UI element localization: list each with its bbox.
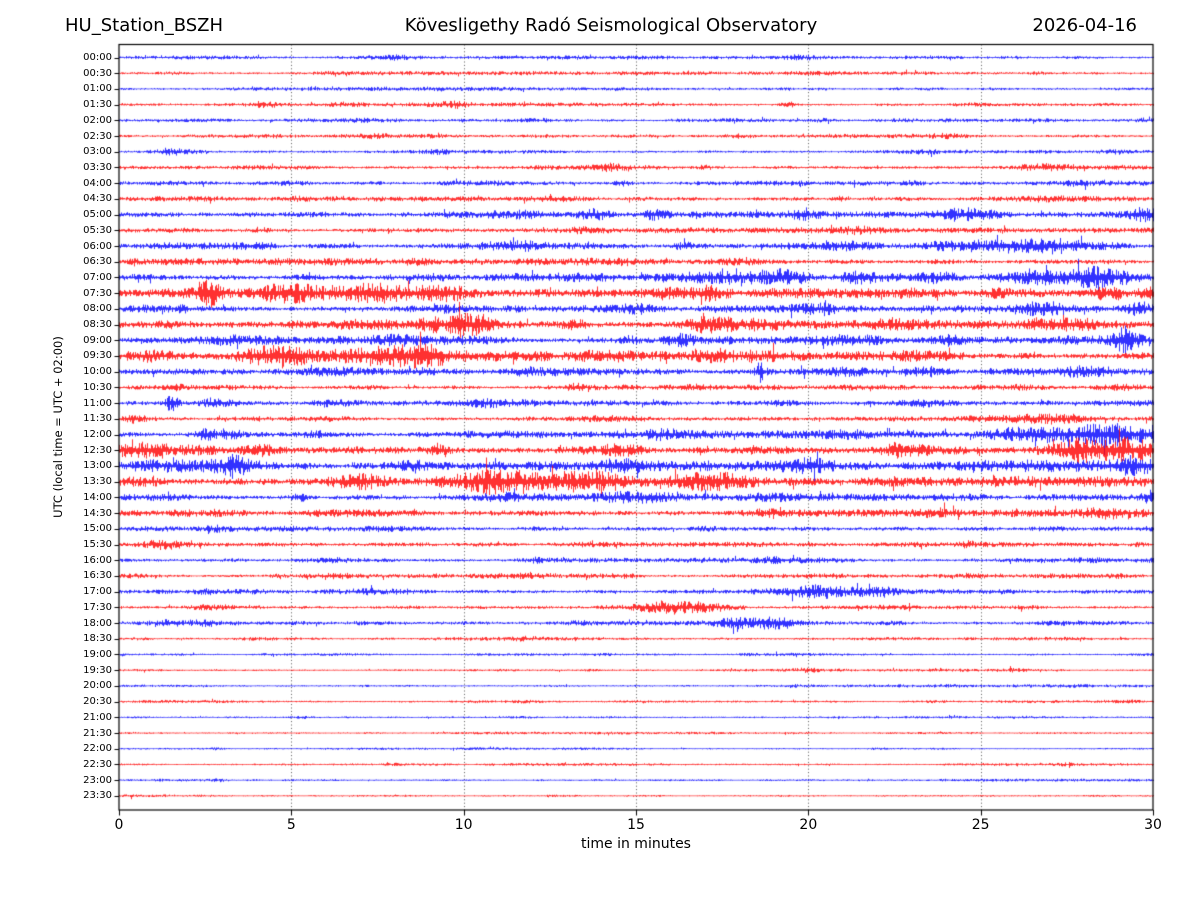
y-tick-label: 02:00 <box>83 114 112 126</box>
y-tick-label: 04:30 <box>83 193 112 205</box>
y-tick-label: 23:30 <box>83 790 112 802</box>
y-tick-label: 17:30 <box>83 601 112 613</box>
y-tick-label: 12:00 <box>83 429 112 441</box>
y-tick-label: 22:30 <box>83 758 112 770</box>
y-tick-label: 07:00 <box>83 271 112 283</box>
x-tick-label: 15 <box>627 817 645 833</box>
y-tick-label: 06:30 <box>83 256 112 268</box>
y-tick-label: 17:00 <box>83 586 112 598</box>
y-tick-label: 00:30 <box>83 67 112 79</box>
y-tick-label: 23:00 <box>83 774 112 786</box>
y-tick-label: 12:30 <box>83 444 112 456</box>
station-title: HU_Station_BSZH <box>65 15 224 36</box>
y-tick-label: 09:30 <box>83 350 112 362</box>
y-tick-label: 16:00 <box>83 554 112 566</box>
y-tick-label: 03:00 <box>83 146 112 158</box>
x-tick-label: 10 <box>454 817 473 833</box>
y-tick-label: 16:30 <box>83 570 112 582</box>
y-tick-label: 15:00 <box>83 523 112 535</box>
y-tick-label: 03:30 <box>83 161 112 173</box>
y-tick-label: 08:30 <box>83 319 112 331</box>
y-tick-label: 11:30 <box>83 413 112 425</box>
y-tick-label: 20:00 <box>83 680 112 692</box>
y-tick-label: 19:00 <box>83 648 112 660</box>
y-axis-label: UTC (local time = UTC + 02:00) <box>51 336 65 518</box>
y-tick-label: 06:00 <box>83 240 112 252</box>
y-tick-label: 18:30 <box>83 633 112 645</box>
y-tick-label: 13:30 <box>83 476 112 488</box>
observatory-title: Kövesligethy Radó Seismological Observat… <box>404 15 818 36</box>
y-tick-label: 21:00 <box>83 711 112 723</box>
x-axis-label: time in minutes <box>581 836 691 852</box>
y-tick-label: 20:30 <box>83 696 112 708</box>
y-tick-label: 01:30 <box>83 99 112 111</box>
y-tick-label: 07:30 <box>83 287 112 299</box>
y-tick-label: 00:00 <box>83 52 112 63</box>
y-tick-label: 10:00 <box>83 366 112 378</box>
y-tick-label: 15:30 <box>83 539 112 550</box>
y-tick-label: 09:00 <box>83 334 112 346</box>
x-tick-label: 25 <box>971 817 990 833</box>
y-tick-label: 22:00 <box>83 743 112 755</box>
y-tick-label: 01:00 <box>83 83 112 95</box>
y-tick-label: 14:00 <box>83 491 112 503</box>
x-tick-label: 0 <box>114 817 124 833</box>
x-tick-label: 20 <box>799 817 818 833</box>
y-tick-label: 21:30 <box>83 727 112 739</box>
x-tick-label: 30 <box>1144 817 1162 833</box>
y-tick-label: 05:30 <box>83 224 112 236</box>
y-tick-label: 05:00 <box>83 209 112 221</box>
y-tick-label: 04:00 <box>83 177 112 189</box>
y-tick-label: 13:00 <box>83 460 112 472</box>
y-tick-label: 10:30 <box>83 381 112 393</box>
x-tick-label: 5 <box>286 817 296 833</box>
y-tick-label: 11:00 <box>83 397 112 409</box>
y-tick-label: 02:30 <box>83 130 112 142</box>
y-tick-label: 18:00 <box>83 617 112 629</box>
y-tick-label: 08:00 <box>83 303 112 315</box>
y-tick-label: 14:30 <box>83 507 112 519</box>
date-label: 2026-04-16 <box>1032 15 1137 36</box>
y-tick-label: 19:30 <box>83 664 112 676</box>
